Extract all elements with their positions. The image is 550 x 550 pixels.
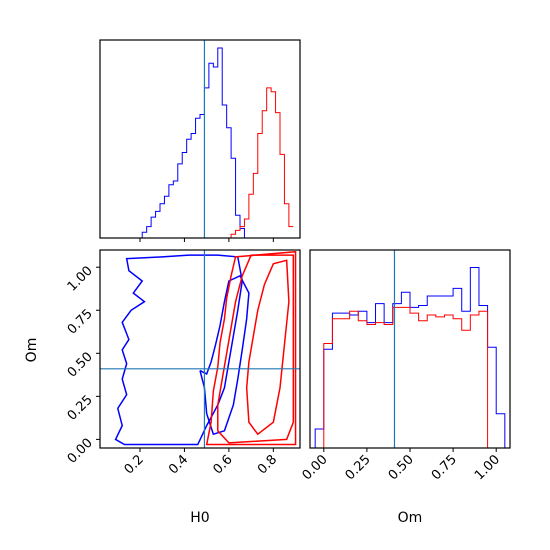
contour-series-1-level-0 bbox=[205, 250, 297, 446]
contour-ytick-label-2: 0.50 bbox=[65, 350, 96, 381]
contour-xtick-label-3: 0.8 bbox=[255, 452, 280, 477]
contour-x-axis-label: H0 bbox=[190, 510, 209, 526]
contour-ytick-label-1: 0.25 bbox=[65, 393, 96, 424]
om-histogram-series-0 bbox=[314, 267, 506, 448]
contour-xtick-label-2: 0.6 bbox=[210, 452, 235, 477]
axis-labels: H0 Om Om bbox=[24, 338, 422, 526]
h0-histogram-series-1 bbox=[102, 87, 294, 239]
om-histogram-xtick-label-4: 1.00 bbox=[472, 452, 503, 483]
om-histogram-series-1 bbox=[315, 306, 505, 448]
om-histogram-xtick-label-0: 0.00 bbox=[300, 452, 331, 483]
h0-om-contour-panel: 0.2 0.4 0.6 0.8 0.00 0.25 0.50 0.75 1.00 bbox=[65, 249, 301, 477]
contour-ytick-label-0: 0.00 bbox=[65, 436, 96, 467]
contour-series-1-level-2 bbox=[245, 259, 290, 436]
om-histogram-xtick-label-3: 0.75 bbox=[429, 452, 460, 483]
h0-histogram-series-0 bbox=[102, 47, 294, 239]
om-marginal-histogram-panel: 0.00 0.25 0.50 0.75 1.00 bbox=[300, 249, 511, 483]
om-histogram-xtick-label-2: 0.50 bbox=[386, 452, 417, 483]
h0-histogram-frame bbox=[99, 39, 301, 239]
om-histogram-frame bbox=[309, 249, 511, 449]
contour-xtick-label-0: 0.2 bbox=[122, 452, 147, 477]
contour-lines-group bbox=[114, 250, 297, 446]
om-histogram-xtick-label-1: 0.25 bbox=[343, 452, 374, 483]
contour-ytick-label-3: 0.75 bbox=[65, 306, 96, 337]
contour-series-0-level-0 bbox=[114, 254, 243, 446]
contour-frame bbox=[99, 249, 301, 449]
contour-y-axis-label: Om bbox=[24, 338, 40, 363]
om-histogram-x-axis-label: Om bbox=[398, 510, 423, 526]
contour-series-0-level-1 bbox=[199, 274, 250, 436]
contour-series-1-level-1 bbox=[217, 254, 295, 444]
contour-ytick-label-4: 1.00 bbox=[65, 263, 96, 294]
h0-marginal-histogram-panel bbox=[99, 39, 301, 242]
om-histogram-lines-group bbox=[314, 267, 506, 448]
contour-xtick-label-1: 0.4 bbox=[166, 452, 191, 477]
